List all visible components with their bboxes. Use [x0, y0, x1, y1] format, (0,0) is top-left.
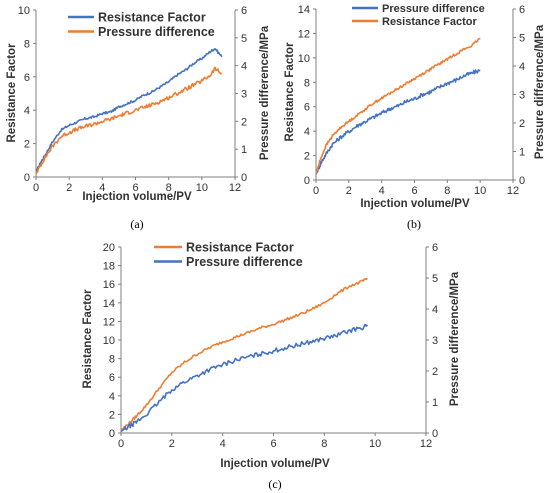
panel-b-x-axis-label: Injection volume/PV [360, 198, 470, 210]
panel-c-y-tick-label: 20 [103, 242, 115, 254]
panel-c-series-pressure-difference-line [120, 323, 369, 433]
panel-b-y2-tick-label: 6 [519, 4, 525, 16]
panel-c-y-tick-label: 0 [109, 428, 115, 440]
panel-b-y-tick-label: 0 [304, 175, 310, 187]
panel-c-chart: 0 2 4 6 8 10 12024681012141618200123456Resista… [82, 241, 461, 492]
panel-a-legend-label: Pressure difference [98, 25, 215, 39]
panel-a-caption: (a) [130, 217, 143, 231]
panel-c-y-tick-label: 18 [103, 261, 115, 273]
panel-c-series-resistance-factor-line [120, 277, 368, 431]
panel-a-y-tick-label: 4 [24, 105, 30, 117]
panel-c-caption: (c) [268, 477, 281, 491]
panel-a-y-axis-label: Resistance Factor [6, 43, 18, 143]
panel-a-y2-tick-label: 4 [241, 61, 247, 73]
panel-b-y2-tick-label: 1 [519, 147, 525, 159]
panel-c-y2-axis-label: Pressure difference/MPa [449, 271, 461, 406]
panel-a-x-tick-label: 8 [166, 182, 172, 194]
panel-b-y2-axis-label: Pressure difference/MPa [534, 24, 546, 159]
panel-c-legend-label: Pressure difference [186, 255, 303, 269]
panel-b-y-axis-label: Resistance Factor [284, 42, 296, 142]
panel-c-y2-tick-label: 4 [432, 304, 438, 316]
panel-a-y2-axis-label: Pressure difference/MPa [259, 25, 271, 160]
panel-b-y2-tick-label: 4 [519, 61, 525, 73]
panel-a-x-tick-label: 10 [196, 182, 208, 194]
panel-c-x-tick-label: 10 [369, 438, 381, 450]
panel-b-x-tick-label: 4 [379, 185, 385, 197]
panel-b-y2-tick-label: 3 [519, 90, 525, 102]
panel-b-y-tick-label: 8 [304, 77, 310, 89]
panel-a-y-tick-label: 2 [24, 139, 30, 151]
panel-a-y-tick-label: 0 [24, 172, 30, 184]
panel-c-y-tick-label: 12 [103, 316, 115, 328]
panel-b-x-tick-label: 2 [346, 185, 352, 197]
panel-a-legend-label: Resistance Factor [98, 11, 206, 25]
panel-a-y2-tick-label: 1 [241, 144, 247, 156]
panel-a-y-tick-label: 8 [24, 38, 30, 50]
panel-c-x-axis-label: Injection volume/PV [220, 458, 330, 470]
panel-c-x-tick-label: 0 [118, 438, 124, 450]
panel-b-legend-label: Pressure difference [382, 3, 485, 15]
panel-b-x-tick-label: 0 [313, 185, 319, 197]
panel-c-y-tick-label: 14 [103, 298, 115, 310]
panel-a-x-tick-label: 0 [33, 182, 39, 194]
panel-a-series-resistance-factor-line [35, 48, 223, 173]
panel-c-y2-tick-label: 3 [432, 335, 438, 347]
panel-c-y2-tick-label: 0 [432, 428, 438, 440]
panel-b-x-tick-label: 12 [507, 185, 519, 197]
panel-c-legend-label: Resistance Factor [186, 241, 294, 255]
panel-c-x-tick-label: 2 [169, 438, 175, 450]
panel-c-y-tick-label: 10 [103, 335, 115, 347]
panel-c-x-tick-label: 4 [220, 438, 226, 450]
panel-a-series-pressure-difference-line [35, 66, 223, 175]
panel-c-y2-tick-label: 6 [432, 242, 438, 254]
panel-c-y2-tick-label: 2 [432, 366, 438, 378]
panel-a-x-tick-label: 6 [132, 182, 138, 194]
panel-c-y2-tick-label: 5 [432, 273, 438, 285]
panel-a-y2-tick-label: 2 [241, 116, 247, 128]
panel-b-y-tick-label: 12 [298, 28, 310, 40]
panel-b-y-tick-label: 14 [298, 4, 310, 16]
panel-b-series-pressure-difference-line [315, 69, 481, 175]
panel-c-x-tick-label: 8 [321, 438, 327, 450]
panel-a-x-tick-label: 2 [66, 182, 72, 194]
panel-b-legend-label: Resistance Factor [382, 16, 477, 28]
panel-b-y2-tick-label: 5 [519, 33, 525, 45]
panel-b-y-tick-label: 4 [304, 126, 310, 138]
panel-a-y-tick-label: 10 [18, 5, 30, 17]
panel-b-y-tick-label: 6 [304, 102, 310, 114]
panel-b-y-tick-label: 2 [304, 151, 310, 163]
panel-a-y2-tick-label: 3 [241, 89, 247, 101]
panel-b-y-tick-label: 10 [298, 53, 310, 65]
panel-c-y-tick-label: 4 [109, 391, 115, 403]
panel-c-y-tick-label: 6 [109, 372, 115, 384]
panel-c-y-tick-label: 2 [109, 409, 115, 421]
panel-a-x-tick-label: 12 [229, 182, 241, 194]
panel-c-y-tick-label: 8 [109, 354, 115, 366]
panel-b-series-resistance-factor-line [315, 37, 481, 175]
panel-c-y-tick-label: 16 [103, 279, 115, 291]
panel-b-y2-tick-label: 0 [519, 175, 525, 187]
panel-a-y-tick-label: 6 [24, 72, 30, 84]
panel-a-x-tick-label: 4 [99, 182, 105, 194]
panel-c-y2-tick-label: 1 [432, 397, 438, 409]
panel-b-x-tick-label: 10 [474, 185, 486, 197]
panel-c-y-axis-label: Resistance Factor [82, 289, 94, 389]
panel-a-x-axis-label: Injection volume/PV [82, 191, 192, 203]
panel-b-x-tick-label: 8 [444, 185, 450, 197]
panel-c-x-tick-label: 6 [270, 438, 276, 450]
panel-b-y2-tick-label: 2 [519, 118, 525, 130]
panel-a-y2-tick-label: 6 [241, 5, 247, 17]
panel-a-y2-tick-label: 5 [241, 33, 247, 45]
panel-b-caption: (b) [407, 217, 421, 231]
panel-c-x-tick-label: 12 [420, 438, 432, 450]
panel-a-y2-tick-label: 0 [241, 172, 247, 184]
panel-b-x-tick-label: 6 [411, 185, 417, 197]
